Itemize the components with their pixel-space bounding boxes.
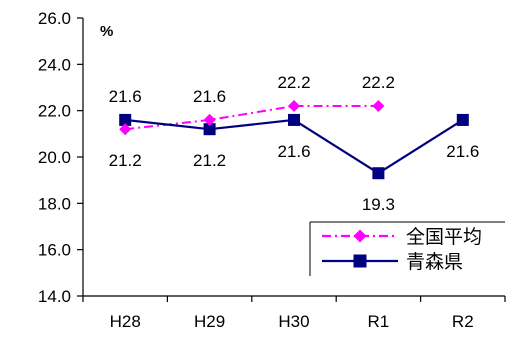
y-tick-label: 22.0: [38, 102, 71, 121]
data-label-1: 21.2: [109, 151, 142, 170]
data-point-1-2: [288, 113, 300, 126]
legend-marker-1: [353, 254, 367, 268]
data-point-0-2: [288, 100, 300, 113]
legend-label-0: 全国平均: [406, 226, 482, 248]
data-point-0-1: [203, 113, 216, 126]
data-label-7: 19.3: [362, 195, 395, 214]
data-point-1-0: [119, 113, 132, 126]
series-markers: [119, 100, 469, 180]
data-point-0-3: [372, 100, 385, 113]
data-labels: 21.6 21.2 21.6 21.2 22.2 21.6 22.2 19.3 21.6: [109, 73, 480, 214]
data-point-1-1: [203, 123, 216, 136]
data-label-4: 22.2: [277, 73, 310, 92]
data-label-2: 21.6: [193, 87, 226, 106]
legend-label-1: 青森県: [406, 251, 463, 273]
x-tick-label: R2: [452, 312, 474, 331]
y-axis-ticks: 14.0 16.0 18.0 20.0 22.0 24.0 26.0: [38, 9, 83, 306]
y-tick-label: 18.0: [38, 194, 71, 213]
y-tick-label: 24.0: [38, 55, 71, 74]
legend-box: [310, 222, 505, 276]
y-tick-label: 16.0: [38, 241, 71, 260]
series-line-0: [125, 105, 379, 131]
x-tick-label: R1: [368, 312, 390, 331]
x-tick-label: H30: [278, 312, 309, 331]
y-tick-label: 14.0: [38, 287, 71, 306]
data-label-0: 21.6: [109, 87, 142, 106]
legend-marker-0: [353, 229, 367, 243]
data-label-6: 22.2: [362, 73, 395, 92]
x-tick-label: H28: [110, 312, 141, 331]
y-axis-unit-label: %: [100, 23, 113, 40]
data-label-5: 21.6: [277, 142, 310, 161]
data-label-3: 21.2: [193, 151, 226, 170]
data-label-8: 21.6: [446, 142, 479, 161]
y-tick-label: 20.0: [38, 148, 71, 167]
data-point-0-0: [119, 123, 132, 136]
y-tick-label: 26.0: [38, 9, 71, 28]
data-point-1-3: [372, 167, 385, 180]
data-point-1-4: [456, 113, 469, 126]
x-axis-ticks: H28 H29 H30 R1 R2: [82, 296, 506, 331]
x-tick-label: H29: [194, 312, 225, 331]
